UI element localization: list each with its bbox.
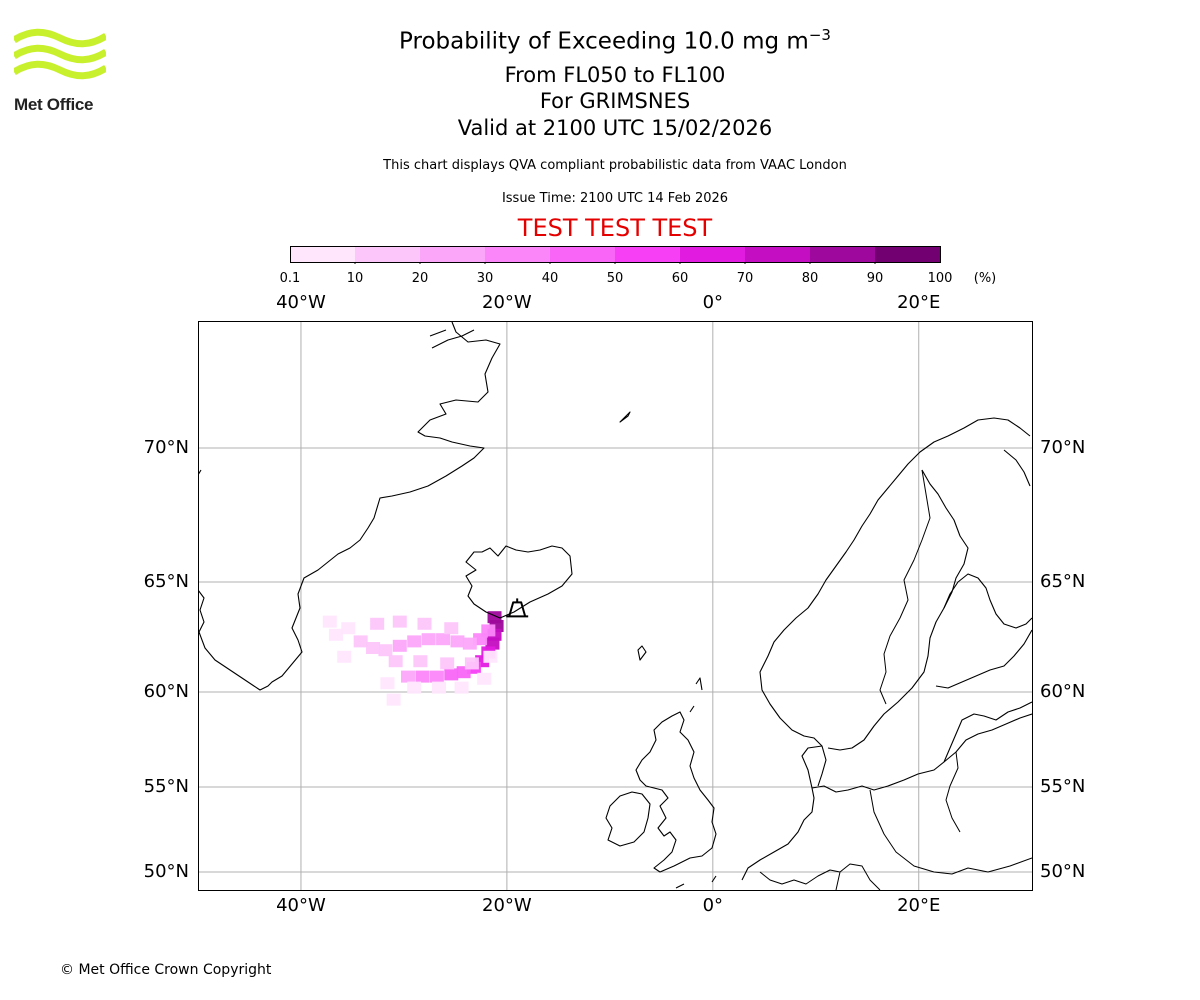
plume-cell xyxy=(450,635,465,648)
volcano-marker[interactable] xyxy=(506,598,529,618)
chart-description: This chart displays QVA compliant probab… xyxy=(383,158,847,173)
coastline-greenland xyxy=(198,321,501,691)
plume-cell xyxy=(392,639,407,652)
valid-time: Valid at 2100 UTC 15/02/2026 xyxy=(457,116,773,140)
lat-label-left: 50°N xyxy=(143,861,189,882)
plume-cell xyxy=(431,681,446,694)
colorbar-tick-label: 60 xyxy=(671,271,689,286)
colorbar-cell xyxy=(550,246,615,263)
colorbar-tick-label: 0.1 xyxy=(279,271,301,286)
plume-cell xyxy=(483,650,498,663)
plume-cell xyxy=(341,622,356,635)
lon-label-bottom: 0° xyxy=(702,895,724,916)
colorbar-unit: (%) xyxy=(973,271,997,286)
colorbar-tick-label: 10 xyxy=(346,271,364,286)
plume-cell xyxy=(407,681,422,694)
plume-cell xyxy=(386,693,401,706)
lat-label-right: 50°N xyxy=(1040,861,1086,882)
colorbar-tick-label: 90 xyxy=(866,271,884,286)
plume-cell xyxy=(464,657,479,670)
plume-cell xyxy=(337,650,352,663)
logo-wave xyxy=(12,44,108,64)
colorbar-tick-label: 50 xyxy=(606,271,624,286)
plume-cell xyxy=(477,672,492,685)
plume-cell xyxy=(407,635,422,648)
volcano-location: For GRIMSNES xyxy=(539,89,691,113)
plume-cell xyxy=(413,655,428,668)
plume-cell xyxy=(378,644,393,657)
plume-cell xyxy=(454,681,469,694)
plume-cell xyxy=(421,633,436,646)
lat-label-right: 60°N xyxy=(1040,681,1086,702)
plume-cell xyxy=(366,642,381,654)
plume-cell xyxy=(444,668,459,681)
logo-text: Met Office xyxy=(14,95,94,114)
logo-wave xyxy=(12,60,108,80)
colorbar xyxy=(290,246,941,264)
coastline-europe xyxy=(675,713,1032,889)
plume-cell xyxy=(328,628,343,641)
lon-label-top: 20°W xyxy=(482,292,532,313)
colorbar-tick-label: 100 xyxy=(927,271,953,286)
colorbar-cell xyxy=(290,246,355,263)
lat-label-left: 65°N xyxy=(143,571,189,592)
met-office-waves-icon xyxy=(12,28,108,80)
lon-label-bottom: 20°E xyxy=(897,895,941,916)
lon-label-bottom: 20°W xyxy=(482,895,532,916)
lon-label-bottom: 40°W xyxy=(276,895,326,916)
plume-cell xyxy=(401,670,416,683)
lon-label-top: 40°W xyxy=(276,292,326,313)
flight-levels: From FL050 to FL100 xyxy=(504,63,726,87)
lon-label-top: 0° xyxy=(702,292,724,313)
issue-time: Issue Time: 2100 UTC 14 Feb 2026 xyxy=(501,191,729,206)
colorbar-tick-label: 30 xyxy=(476,271,494,286)
lat-label-left: 70°N xyxy=(143,437,189,458)
plume-cell xyxy=(436,633,451,646)
lat-label-right: 65°N xyxy=(1040,571,1086,592)
plume-cell xyxy=(415,670,430,683)
plume-cell xyxy=(417,617,432,630)
copyright: © Met Office Crown Copyright xyxy=(60,962,272,978)
met-office-logo: Met Office xyxy=(12,28,109,115)
plume-cell xyxy=(392,615,407,628)
colorbar-cell xyxy=(615,246,680,263)
logo-wave xyxy=(12,28,108,48)
colorbar-tick-label: 20 xyxy=(411,271,429,286)
lat-label-right: 55°N xyxy=(1040,776,1086,797)
chart-title: Probability of Exceeding 10.0 mg m−3 xyxy=(399,26,831,55)
plume-cell xyxy=(444,622,459,635)
coastline-finland xyxy=(935,449,1032,689)
plume-cell xyxy=(388,655,403,668)
colorbar-cell xyxy=(810,246,875,263)
plume-cell xyxy=(440,657,455,670)
plume-cell xyxy=(370,617,385,630)
plume-cell xyxy=(322,615,337,628)
plume-cell xyxy=(353,635,368,648)
colorbar-cell xyxy=(485,246,550,263)
lat-label-right: 70°N xyxy=(1040,437,1086,458)
colorbar-cell xyxy=(875,246,940,263)
colorbar-tick-label: 80 xyxy=(801,271,819,286)
test-banner: TEST TEST TEST xyxy=(517,214,713,242)
colorbar-cell xyxy=(745,246,810,263)
colorbar-tick-label: 70 xyxy=(736,271,754,286)
lon-label-top: 20°E xyxy=(897,292,941,313)
colorbar-tick-label: 40 xyxy=(541,271,559,286)
coastline-ireland xyxy=(605,791,651,847)
coastline-scandinavia xyxy=(759,417,1031,751)
plume-cell xyxy=(462,637,477,650)
lat-label-left: 55°N xyxy=(143,776,189,797)
colorbar-cell xyxy=(680,246,745,263)
lat-label-left: 60°N xyxy=(143,681,189,702)
coastline-great-britain xyxy=(635,711,717,873)
plume-cell xyxy=(429,670,444,683)
coastline-iceland xyxy=(465,545,573,619)
colorbar-cell xyxy=(420,246,485,263)
plume-cell xyxy=(380,677,395,690)
colorbar-cell xyxy=(355,246,420,263)
